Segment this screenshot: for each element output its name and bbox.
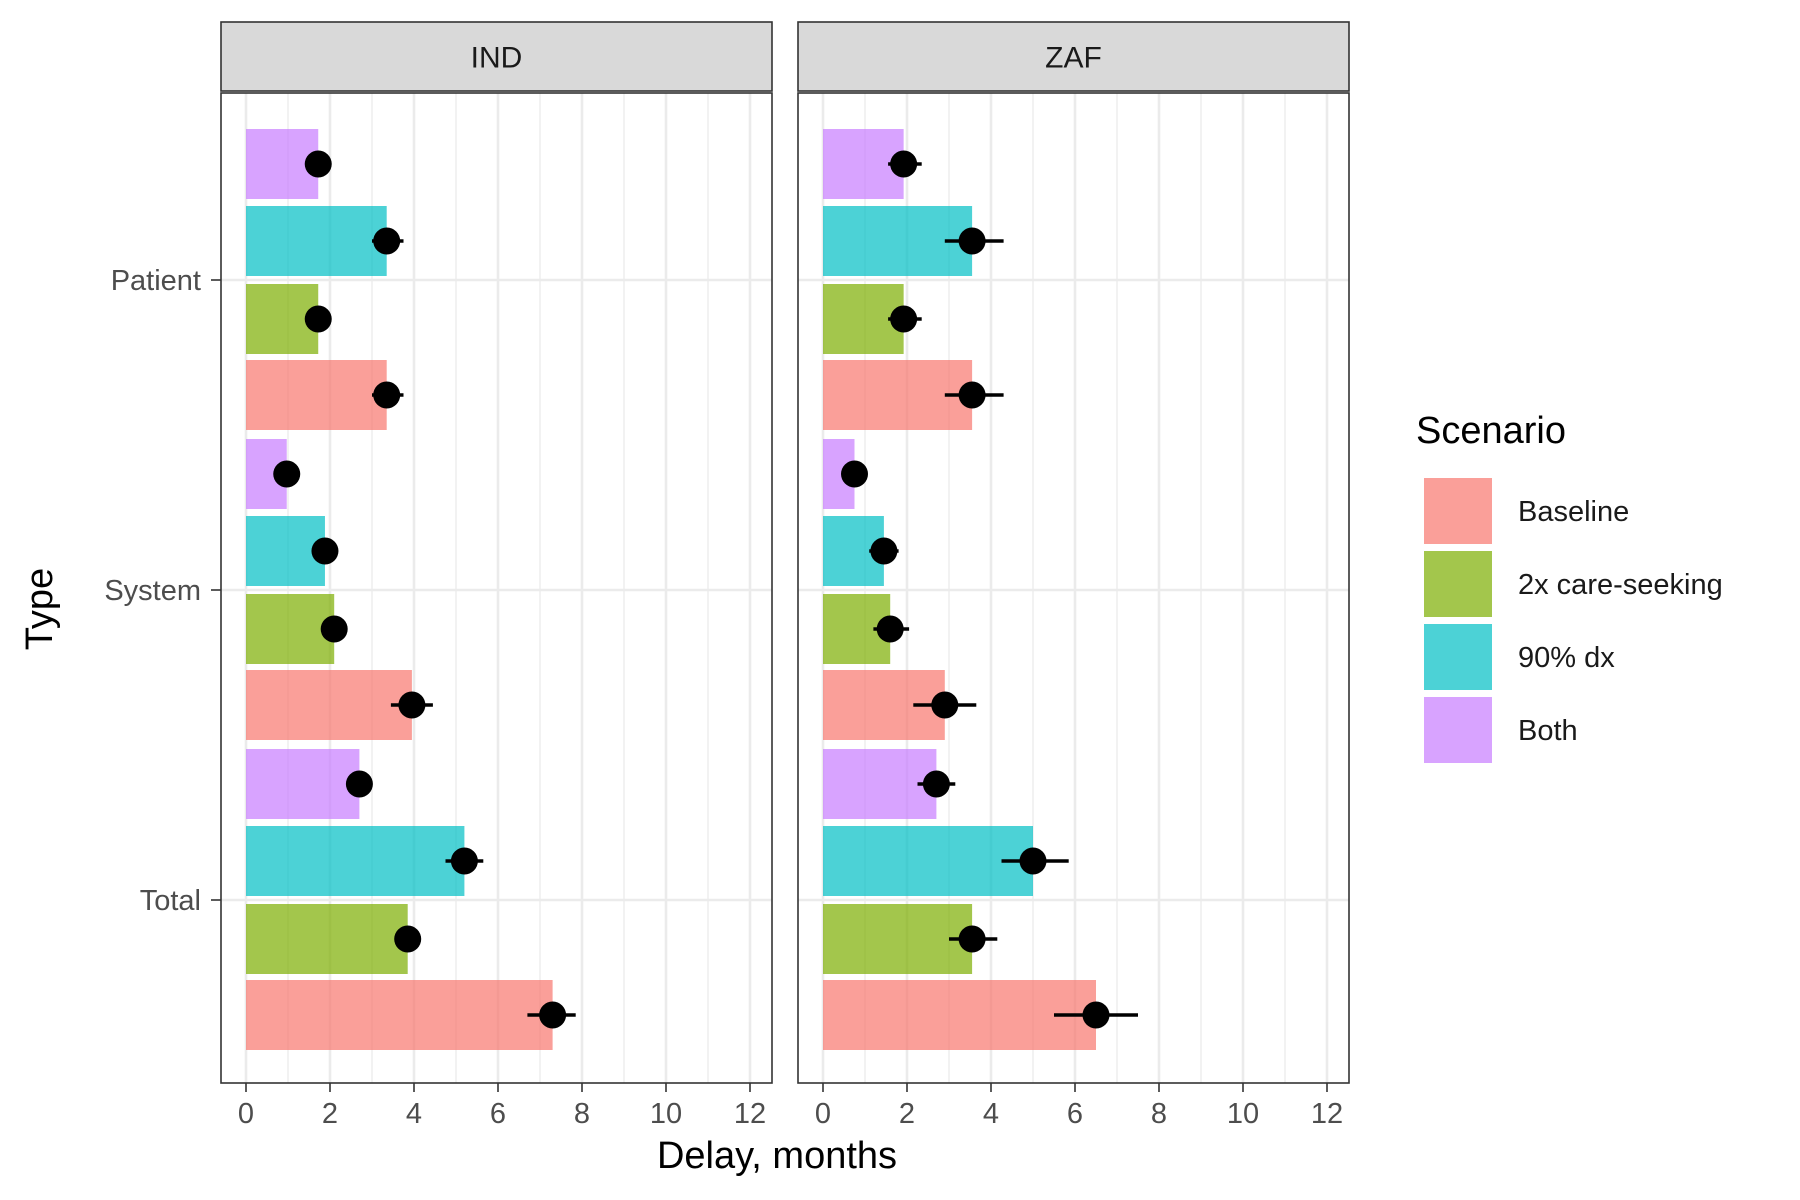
x-tick-label: 2 bbox=[322, 1098, 338, 1130]
legend-label-90-dx: 90% dx bbox=[1518, 642, 1615, 674]
legend-label-baseline: Baseline bbox=[1518, 496, 1629, 528]
bar-2x-care-seeking-total bbox=[823, 904, 973, 974]
point-baseline-system bbox=[398, 691, 426, 719]
x-tick-label: 4 bbox=[406, 1098, 422, 1130]
legend-key-2x-care-seeking bbox=[1424, 551, 1492, 617]
x-tick-label: 12 bbox=[734, 1098, 766, 1130]
bar-baseline-patient bbox=[246, 360, 387, 430]
point-2x-care-seeking-system bbox=[876, 615, 904, 643]
point-both-system bbox=[841, 460, 868, 488]
bar-baseline-total bbox=[823, 980, 1096, 1050]
bar-baseline-system bbox=[246, 670, 412, 740]
facet-panels: IND 0 2 4 6 8 10 12 ZAF 0 2 4 6 8 10 12 bbox=[220, 21, 1350, 1130]
x-tick-label: 10 bbox=[1227, 1098, 1259, 1130]
point-2x-care-seeking-patient bbox=[890, 305, 918, 333]
point-90-dx-patient bbox=[958, 227, 986, 255]
point-90-dx-total bbox=[450, 847, 478, 875]
y-tick-label-patient: Patient bbox=[111, 265, 201, 297]
y-axis-title: Type bbox=[19, 568, 61, 650]
bar-2x-care-seeking-system bbox=[246, 594, 335, 664]
point-90-dx-system bbox=[311, 537, 339, 565]
legend-key-90-dx bbox=[1424, 624, 1492, 690]
x-tick-label: 2 bbox=[899, 1098, 915, 1130]
strip-ind bbox=[220, 21, 773, 92]
point-both-total bbox=[345, 770, 373, 798]
x-tick-label: 8 bbox=[1151, 1098, 1167, 1130]
point-baseline-patient bbox=[958, 381, 986, 409]
panel-border bbox=[220, 92, 773, 1084]
point-both-patient bbox=[304, 150, 332, 178]
bar-baseline-total bbox=[246, 980, 553, 1050]
x-tick-label: 8 bbox=[574, 1098, 590, 1130]
point-baseline-total bbox=[539, 1001, 567, 1029]
panel-zaf: ZAF 0 2 4 6 8 10 12 bbox=[797, 21, 1350, 1130]
bar-90-dx-patient bbox=[246, 206, 387, 276]
panel-ind: IND 0 2 4 6 8 10 12 bbox=[220, 21, 773, 1130]
strip-label-zaf: ZAF bbox=[1045, 42, 1102, 75]
point-2x-care-seeking-total bbox=[394, 925, 422, 953]
strip-label-ind: IND bbox=[471, 42, 523, 75]
x-tick-label: 6 bbox=[1067, 1098, 1083, 1130]
point-baseline-system bbox=[931, 691, 959, 719]
point-2x-care-seeking-system bbox=[320, 615, 348, 643]
legend: Scenario Baseline 2x care-seeking 90% dx Bo… bbox=[1416, 410, 1723, 763]
legend-label-both: Both bbox=[1518, 715, 1578, 747]
y-tick-label-total: Total bbox=[140, 885, 201, 917]
point-baseline-patient bbox=[373, 381, 401, 409]
y-axis: Patient System Total bbox=[104, 265, 221, 917]
point-2x-care-seeking-total bbox=[958, 925, 986, 953]
bar-2x-care-seeking-total bbox=[246, 904, 408, 974]
panel-border bbox=[797, 92, 1350, 1084]
bar-90-dx-total bbox=[823, 826, 1033, 896]
legend-key-baseline bbox=[1424, 478, 1492, 544]
point-baseline-total bbox=[1082, 1001, 1110, 1029]
point-90-dx-patient bbox=[373, 227, 401, 255]
point-90-dx-system bbox=[870, 537, 898, 565]
x-tick-label: 10 bbox=[650, 1098, 682, 1130]
point-2x-care-seeking-patient bbox=[304, 305, 332, 333]
legend-label-2x-care-seeking: 2x care-seeking bbox=[1518, 569, 1723, 601]
bar-both-total bbox=[246, 749, 360, 819]
point-90-dx-total bbox=[1019, 847, 1047, 875]
point-both-system bbox=[273, 460, 301, 488]
x-tick-label: 0 bbox=[238, 1098, 254, 1130]
point-both-total bbox=[922, 770, 950, 798]
legend-title: Scenario bbox=[1416, 410, 1566, 452]
strip-zaf bbox=[797, 21, 1350, 92]
bar-90-dx-total bbox=[246, 826, 465, 896]
x-tick-label: 4 bbox=[983, 1098, 999, 1130]
x-axis-title: Delay, months bbox=[657, 1135, 897, 1177]
legend-key-both bbox=[1424, 697, 1492, 763]
x-tick-label: 12 bbox=[1311, 1098, 1343, 1130]
x-tick-label: 0 bbox=[815, 1098, 831, 1130]
x-tick-label: 6 bbox=[490, 1098, 506, 1130]
y-tick-label-system: System bbox=[104, 575, 201, 607]
point-both-patient bbox=[890, 150, 918, 178]
